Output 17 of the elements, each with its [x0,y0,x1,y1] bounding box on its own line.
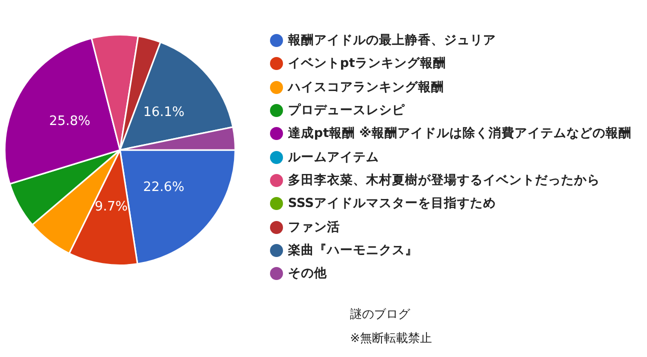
legend-label: ルームアイテム [288,148,379,166]
legend-label: SSSアイドルマスターを目指すため [288,195,496,212]
legend-label: 報酬アイドルの最上静香、ジュリア [288,32,496,50]
legend-label: 達成pt報酬 ※報酬アイドルは除く消費アイテムなどの報酬 [288,125,632,142]
legend-label: ファン活 [288,218,340,236]
legend-label: プロデュースレシピ [288,102,405,120]
text: ※無断転載禁止 [350,330,432,347]
data-label: 25.8% [49,114,90,130]
legend-label: イベントptランキング報酬 [288,55,446,72]
data-label: 16.1% [143,104,184,120]
data-label: 22.6% [143,180,184,195]
legend-label: その他 [288,265,327,282]
text: 謎のブログ [350,306,412,323]
legend-label: ハイスコアランキング報酬 [288,78,444,96]
legend-label: 楽曲『ハーモニクス』 [288,242,418,259]
legend-label: 多田李衣菜、木村夏樹が登場するイベントだったから [288,172,600,189]
data-label: 9.7% [94,199,128,214]
